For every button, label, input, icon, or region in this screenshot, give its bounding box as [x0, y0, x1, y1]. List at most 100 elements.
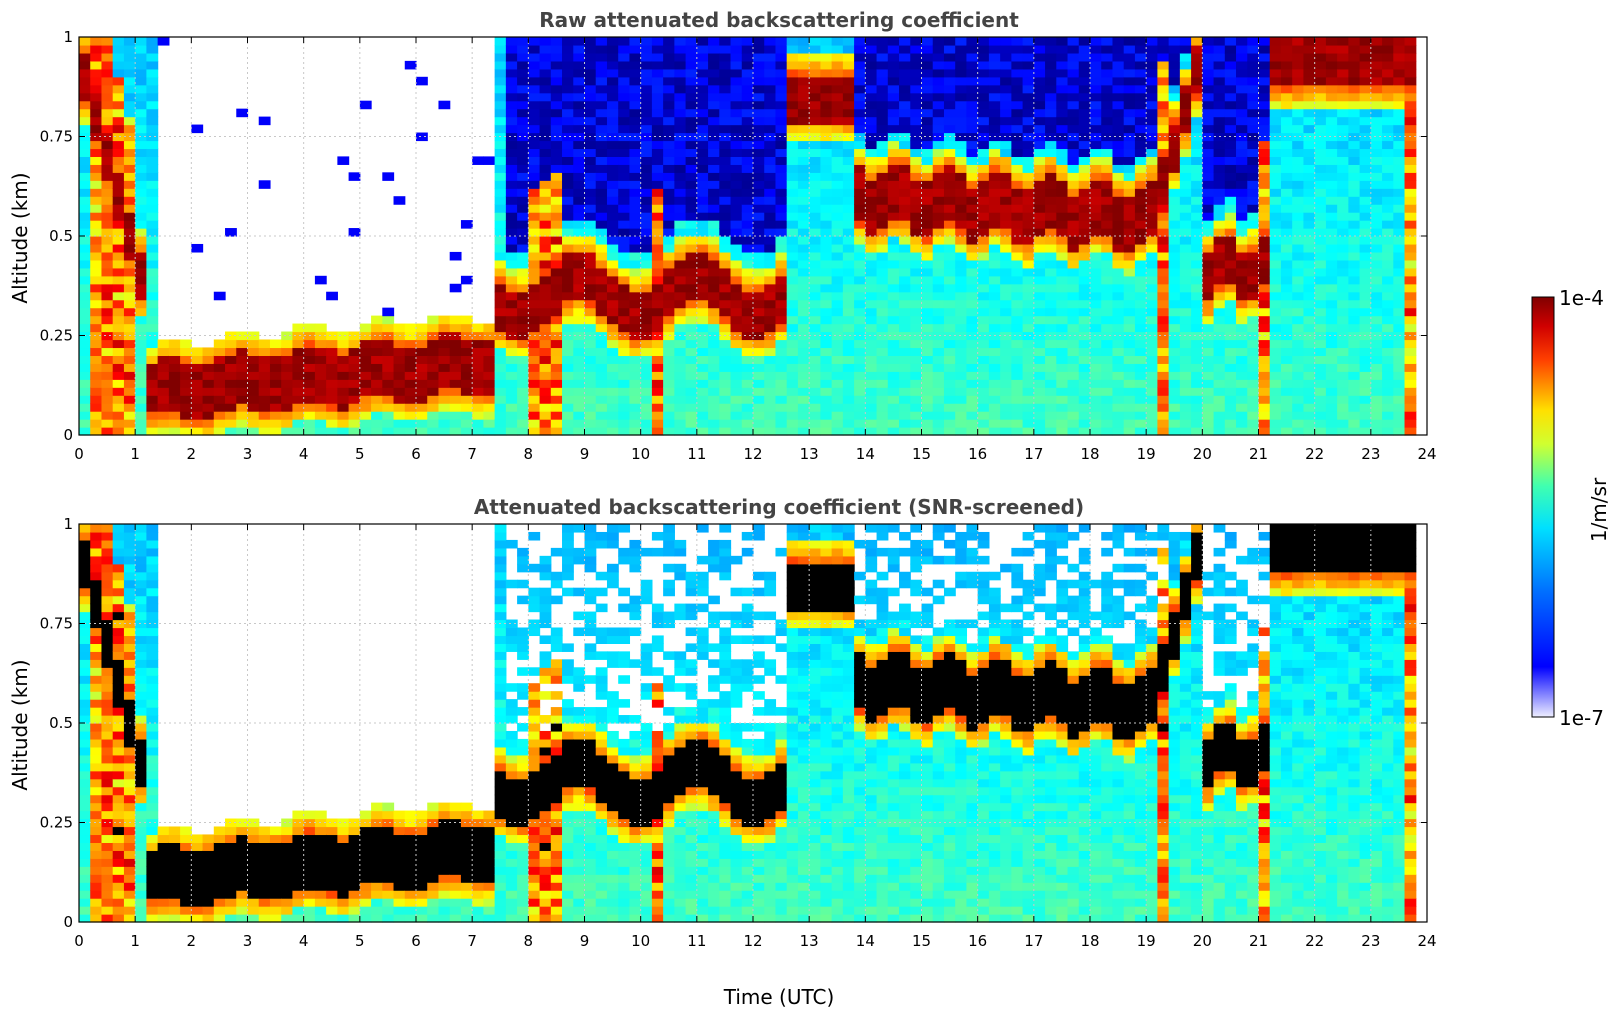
- heatmap-cell: [988, 427, 1001, 436]
- heatmap-cell: [899, 44, 911, 54]
- heatmap-cell: [797, 140, 810, 150]
- heatmap-cell: [618, 37, 631, 46]
- heatmap-cell: [573, 172, 586, 181]
- heatmap-cell: [1090, 411, 1102, 420]
- heatmap-cell: [876, 132, 889, 142]
- heatmap-cell: [1314, 427, 1327, 436]
- heatmap-cell: [236, 331, 249, 341]
- heatmap-cell: [797, 419, 810, 428]
- heatmap-cell: [820, 371, 833, 380]
- heatmap-cell: [977, 267, 990, 277]
- heatmap-cell: [1179, 291, 1192, 301]
- heatmap-cell: [1146, 108, 1158, 118]
- heatmap-cell: [337, 355, 350, 364]
- heatmap-cell: [943, 419, 956, 428]
- heatmap-cell: [1325, 251, 1338, 261]
- heatmap-cell: [146, 180, 159, 189]
- heatmap-cell: [281, 339, 294, 349]
- heatmap-cell: [1157, 379, 1170, 388]
- heatmap-cell: [573, 108, 586, 118]
- heatmap-cell: [887, 212, 900, 221]
- heatmap-cell: [1134, 275, 1147, 285]
- heatmap-cell: [1258, 275, 1271, 285]
- heatmap-cell: [1404, 84, 1417, 94]
- heatmap-cell: [1191, 76, 1203, 86]
- heatmap-cell: [730, 427, 743, 436]
- heatmap-cell: [708, 132, 720, 142]
- heatmap-cell: [348, 339, 361, 349]
- heatmap-cell: [1090, 37, 1102, 46]
- heatmap-cell: [562, 52, 574, 62]
- heatmap-cell: [112, 140, 125, 150]
- heatmap-cell: [1045, 323, 1057, 333]
- heatmap-cell: [1067, 132, 1080, 142]
- heatmap-cell: [1191, 172, 1203, 181]
- heatmap-cell: [1123, 52, 1136, 62]
- heatmap-cell: [943, 363, 956, 372]
- heatmap-cell: [1067, 180, 1080, 189]
- heatmap-cell: [910, 355, 923, 364]
- heatmap-cell: [1393, 116, 1406, 126]
- heatmap-cell: [730, 267, 743, 277]
- heatmap-cell: [1112, 116, 1125, 126]
- heatmap-cell: [629, 164, 642, 173]
- heatmap-cell: [1179, 427, 1192, 436]
- heatmap-cell: [112, 299, 125, 309]
- heatmap-cell: [1404, 100, 1417, 110]
- heatmap-cell: [988, 228, 1001, 237]
- heatmap-cell: [831, 243, 844, 253]
- heatmap-cell: [1157, 419, 1170, 428]
- heatmap-cell: [910, 411, 923, 420]
- heatmap-cell: [741, 180, 754, 189]
- heatmap-cell: [887, 355, 900, 364]
- heatmap-cell: [921, 387, 934, 396]
- heatmap-cell: [1191, 267, 1203, 277]
- heatmap-cell: [517, 172, 529, 181]
- heatmap-cell: [1202, 76, 1215, 86]
- heatmap-cell: [955, 156, 968, 165]
- heatmap-cell: [90, 371, 103, 380]
- heatmap-cell: [797, 100, 810, 110]
- heatmap-cell: [1112, 132, 1125, 142]
- heatmap-cell: [1011, 339, 1024, 349]
- heatmap-cell: [775, 387, 788, 396]
- heatmap-cell: [753, 44, 765, 54]
- heatmap-cell: [1045, 196, 1057, 205]
- heatmap-cell: [797, 84, 810, 94]
- heatmap-cell: [955, 339, 968, 349]
- heatmap-cell: [225, 339, 237, 349]
- heatmap-cell: [1370, 84, 1383, 94]
- heatmap-cell: [651, 419, 664, 428]
- heatmap-cell: [595, 387, 608, 396]
- heatmap-cell: [910, 84, 923, 94]
- heatmap-cell: [584, 172, 597, 181]
- heatmap-cell: [775, 84, 788, 94]
- heatmap-cell: [1393, 315, 1406, 325]
- heatmap-cell: [685, 228, 698, 237]
- heatmap-cell: [1337, 212, 1349, 221]
- heatmap-cell: [1090, 283, 1102, 293]
- heatmap-cell: [932, 339, 945, 349]
- heatmap-cell: [640, 315, 653, 325]
- heatmap-cell: [213, 427, 226, 436]
- heatmap-cell: [708, 251, 720, 261]
- heatmap-cell: [123, 339, 136, 349]
- heatmap-cell: [1337, 156, 1349, 165]
- heatmap-cell: [1179, 60, 1192, 70]
- heatmap-cell: [854, 68, 866, 78]
- heatmap-cell: [764, 196, 777, 205]
- heatmap-cell: [573, 355, 586, 364]
- heatmap-cell: [910, 60, 923, 70]
- heatmap-cell: [1236, 315, 1248, 325]
- heatmap-cell: [1157, 204, 1170, 213]
- heatmap-cell: [809, 387, 821, 396]
- heatmap-cell: [112, 196, 125, 205]
- heatmap-cell: [842, 188, 855, 197]
- heatmap-cell: [696, 315, 709, 325]
- heatmap-cell: [505, 164, 518, 173]
- heatmap-cell: [685, 395, 698, 404]
- heatmap-cell: [1393, 259, 1406, 269]
- heatmap-cell: [1134, 124, 1147, 134]
- heatmap-cell: [1157, 84, 1170, 94]
- heatmap-cell: [1348, 283, 1361, 293]
